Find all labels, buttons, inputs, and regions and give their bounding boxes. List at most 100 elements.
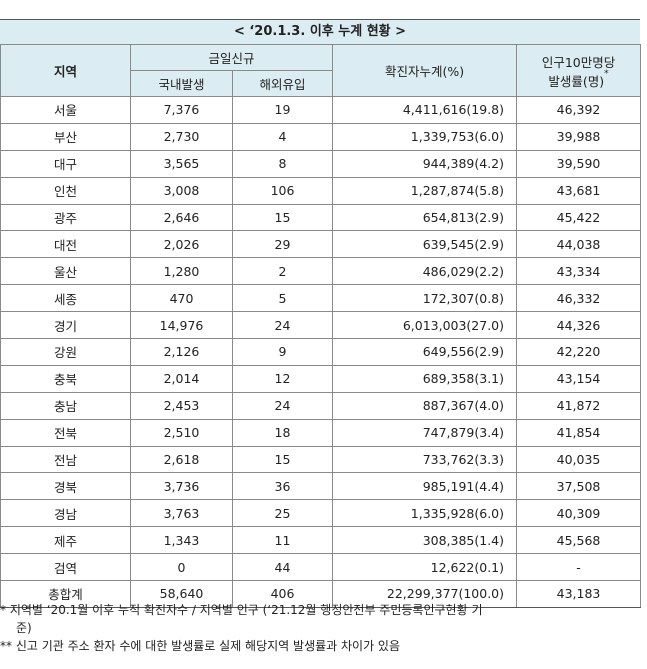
cell-domestic: 2,646 — [130, 203, 233, 232]
cell-overseas: 406 — [231, 580, 334, 608]
cell-domestic: 2,618 — [130, 445, 233, 474]
table-row: 대구 3,565 8 944,389(4.2) 39,590 — [0, 149, 642, 178]
header-rate-mark: * — [604, 68, 609, 79]
cell-cumulative: 172,307(0.8) — [332, 284, 518, 313]
cell-overseas: 2 — [231, 257, 334, 286]
cell-cumulative: 649,556(2.9) — [332, 338, 518, 366]
cell-rate: 45,568 — [516, 526, 642, 555]
cell-cumulative: 747,879(3.4) — [332, 418, 518, 447]
cell-region: 충북 — [0, 364, 131, 393]
cell-region: 인천 — [0, 176, 131, 205]
cell-cumulative: 689,358(3.1) — [332, 364, 518, 393]
cell-overseas: 9 — [231, 338, 334, 366]
table-row: 경북 3,736 36 985,191(4.4) 37,508 — [0, 472, 642, 501]
cell-rate: 45,422 — [516, 203, 642, 232]
cell-cumulative: 654,813(2.9) — [332, 203, 518, 232]
table-row: 인천 3,008 106 1,287,874(5.8) 43,681 — [0, 176, 642, 205]
cell-region: 경기 — [0, 311, 131, 340]
cell-rate: 46,332 — [516, 284, 642, 313]
cell-domestic: 2,126 — [130, 338, 233, 366]
table-title: < ‘20.1.3. 이후 누계 현황 > — [0, 19, 640, 44]
cell-rate: 37,508 — [516, 472, 642, 501]
cell-overseas: 29 — [231, 230, 334, 259]
cell-region: 서울 — [0, 96, 131, 124]
cell-cumulative: 486,029(2.2) — [332, 257, 518, 286]
cell-domestic: 2,510 — [130, 418, 233, 447]
table-row: 광주 2,646 15 654,813(2.9) 45,422 — [0, 203, 642, 232]
cell-cumulative: 12,622(0.1) — [332, 553, 518, 582]
table-row: 부산 2,730 4 1,339,753(6.0) 39,988 — [0, 122, 642, 151]
cell-cumulative: 308,385(1.4) — [332, 526, 518, 555]
table-row: 울산 1,280 2 486,029(2.2) 43,334 — [0, 257, 642, 286]
cell-domestic: 3,763 — [130, 499, 233, 528]
cell-domestic: 1,343 — [130, 526, 233, 555]
cell-domestic: 3,008 — [130, 176, 233, 205]
cell-cumulative: 1,339,753(6.0) — [332, 122, 518, 151]
cell-region: 부산 — [0, 122, 131, 151]
cell-rate: 44,326 — [516, 311, 642, 340]
cell-overseas: 44 — [231, 553, 334, 582]
cell-rate: 42,220 — [516, 338, 642, 366]
cell-cumulative: 985,191(4.4) — [332, 472, 518, 501]
cell-domestic: 14,976 — [130, 311, 233, 340]
cell-domestic: 2,014 — [130, 364, 233, 393]
cell-overseas: 15 — [231, 203, 334, 232]
cell-domestic: 7,376 — [130, 96, 233, 124]
cell-cumulative: 944,389(4.2) — [332, 149, 518, 178]
footnote-2: ** 신고 기관 주소 환자 수에 대한 발생률로 실제 해당지역 발생률과 차… — [0, 639, 401, 653]
header-overseas: 해외유입 — [231, 70, 334, 97]
header-rate: 인구10만명당 발생률(명)* — [516, 44, 642, 97]
cell-domestic: 470 — [130, 284, 233, 313]
cell-cumulative: 22,299,377(100.0) — [332, 580, 518, 608]
cell-overseas: 15 — [231, 445, 334, 474]
cell-overseas: 12 — [231, 364, 334, 393]
cell-region: 제주 — [0, 526, 131, 555]
cell-region: 대구 — [0, 149, 131, 178]
cell-rate: 39,590 — [516, 149, 642, 178]
cell-domestic: 3,565 — [130, 149, 233, 178]
cell-region: 경남 — [0, 499, 131, 528]
cell-rate: - — [516, 553, 642, 582]
cell-cumulative: 6,013,003(27.0) — [332, 311, 518, 340]
table-row: 경남 3,763 25 1,335,928(6.0) 40,309 — [0, 499, 642, 528]
cell-region: 전남 — [0, 445, 131, 474]
table-row: 경기 14,976 24 6,013,003(27.0) 44,326 — [0, 311, 642, 340]
cell-overseas: 8 — [231, 149, 334, 178]
cell-overseas: 106 — [231, 176, 334, 205]
cell-rate: 43,334 — [516, 257, 642, 286]
cell-cumulative: 1,287,874(5.8) — [332, 176, 518, 205]
footnote-1-text: * 지역별 ‘20.1월 이후 누적 확진자수 / 지역별 인구 (‘21.12… — [0, 603, 483, 617]
cell-cumulative: 1,335,928(6.0) — [332, 499, 518, 528]
table-row: 대전 2,026 29 639,545(2.9) 44,038 — [0, 230, 642, 259]
header-today-new: 금일신규 — [129, 44, 334, 71]
cell-region: 광주 — [0, 203, 131, 232]
header-cumulative: 확진자누계(%) — [332, 44, 518, 97]
cell-cumulative: 639,545(2.9) — [332, 230, 518, 259]
cell-overseas: 4 — [231, 122, 334, 151]
table-row: 충북 2,014 12 689,358(3.1) 43,154 — [0, 364, 642, 393]
footnote-1-continued: 준) — [16, 621, 32, 635]
cell-domestic: 58,640 — [130, 580, 233, 608]
cell-domestic: 2,026 — [130, 230, 233, 259]
table-row: 충남 2,453 24 887,367(4.0) 41,872 — [0, 391, 642, 420]
footnote-1: * 지역별 ‘20.1월 이후 누적 확진자수 / 지역별 인구 (‘21.12… — [0, 601, 640, 619]
cell-region: 총합계 — [0, 580, 131, 608]
cell-overseas: 18 — [231, 418, 334, 447]
cell-rate: 41,872 — [516, 391, 642, 420]
cell-domestic: 2,453 — [130, 391, 233, 420]
cell-cumulative: 887,367(4.0) — [332, 391, 518, 420]
header-rate-line1: 인구10만명당 — [541, 54, 616, 70]
cell-region: 충남 — [0, 391, 131, 420]
cell-rate: 39,988 — [516, 122, 642, 151]
table-row: 제주 1,343 11 308,385(1.4) 45,568 — [0, 526, 642, 555]
cell-rate: 46,392 — [516, 96, 642, 124]
cell-rate: 40,309 — [516, 499, 642, 528]
table-row: 세종 470 5 172,307(0.8) 46,332 — [0, 284, 642, 313]
cell-region: 세종 — [0, 284, 131, 313]
cell-rate: 41,854 — [516, 418, 642, 447]
table-row: 전북 2,510 18 747,879(3.4) 41,854 — [0, 418, 642, 447]
cell-rate: 43,183 — [516, 580, 642, 608]
cell-domestic: 0 — [130, 553, 233, 582]
cell-region: 경북 — [0, 472, 131, 501]
total-row: 총합계 58,640 406 22,299,377(100.0) 43,183 — [0, 580, 642, 608]
